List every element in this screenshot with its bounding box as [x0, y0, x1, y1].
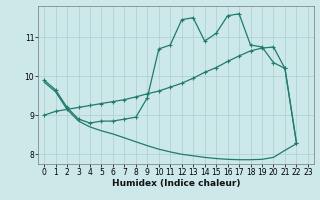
- X-axis label: Humidex (Indice chaleur): Humidex (Indice chaleur): [112, 179, 240, 188]
